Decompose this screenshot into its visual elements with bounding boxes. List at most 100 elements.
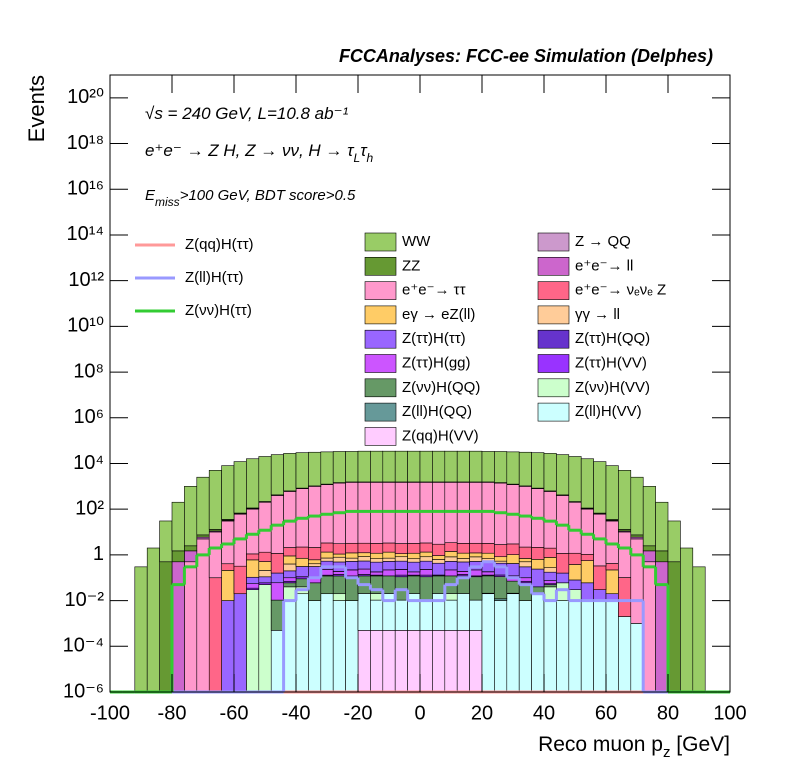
y-tick-label: 10² xyxy=(75,497,104,519)
histogram-bar xyxy=(357,630,371,693)
legend-label: WW xyxy=(402,233,431,250)
histogram-bar xyxy=(357,560,371,570)
histogram-bar xyxy=(258,584,272,693)
histogram-bar xyxy=(556,454,570,496)
histogram-bar xyxy=(419,630,433,693)
histogram-bar xyxy=(184,545,198,552)
histogram-bar xyxy=(432,555,446,560)
histogram-bar xyxy=(407,575,421,594)
legend-swatch xyxy=(537,256,570,276)
histogram-bar xyxy=(667,520,681,563)
histogram-bar xyxy=(469,630,483,693)
histogram-bar xyxy=(246,553,260,561)
histogram-bar xyxy=(432,450,446,483)
x-tick-label: 20 xyxy=(471,702,493,724)
histogram-bar xyxy=(618,577,632,617)
histogram-bar xyxy=(444,561,458,571)
histogram-bar xyxy=(394,553,408,558)
histogram-bar xyxy=(382,557,396,562)
histogram-bar xyxy=(680,547,694,693)
histogram-bar xyxy=(580,560,594,584)
annotation-part: e⁺e⁻ → Z H, Z → νν, H → τ xyxy=(145,141,355,160)
histogram-bar xyxy=(642,550,656,563)
histogram-bar xyxy=(469,450,483,483)
histogram-bar xyxy=(456,558,470,563)
histogram-bar xyxy=(221,465,235,520)
y-tick-label: 10⁻² xyxy=(65,589,105,611)
histogram-bar xyxy=(456,593,470,631)
histogram-bar xyxy=(221,600,235,693)
histogram-bar xyxy=(605,600,619,693)
histogram-bar xyxy=(308,547,322,561)
histogram-bar xyxy=(171,550,185,563)
histogram-bar xyxy=(332,571,346,575)
legend-swatch xyxy=(537,402,570,422)
histogram-bar xyxy=(642,486,656,547)
histogram-bar xyxy=(605,465,619,520)
legend-swatch xyxy=(364,305,397,325)
legend-label: Z(ττ)H(gg) xyxy=(402,354,471,371)
histogram-bar xyxy=(394,556,408,562)
histogram-bar xyxy=(531,568,545,588)
y-tick-label: 10⁴ xyxy=(73,452,104,474)
histogram-bar xyxy=(444,599,458,631)
histogram-bar xyxy=(382,542,396,553)
histogram-bar xyxy=(655,561,669,693)
histogram-bar xyxy=(370,630,384,693)
histogram-bar xyxy=(258,501,272,553)
histogram-bar xyxy=(469,576,483,601)
legend-label: Z(qq)H(VV) xyxy=(402,427,479,444)
histogram-bar xyxy=(283,453,297,492)
histogram-bar xyxy=(543,584,557,588)
histogram-bar xyxy=(208,470,222,530)
histogram-bar xyxy=(456,561,470,572)
histogram-bar xyxy=(332,553,346,558)
histogram-bar xyxy=(258,456,272,502)
histogram-bar xyxy=(568,552,582,565)
histogram-bar xyxy=(370,558,384,563)
histogram-bar xyxy=(196,538,210,693)
histogram-bar xyxy=(233,593,247,693)
histogram-bar xyxy=(419,542,433,553)
histogram-bar xyxy=(332,556,346,563)
histogram-bar xyxy=(481,593,495,693)
histogram-bar xyxy=(593,461,607,514)
histogram-bar xyxy=(580,600,594,693)
histogram-bar xyxy=(407,552,421,560)
legend-label: Z(qq)H(ττ) xyxy=(185,236,254,253)
histogram-bar xyxy=(469,552,483,558)
histogram-bar xyxy=(444,551,458,558)
x-tick-label: -60 xyxy=(220,702,249,724)
histogram-bar xyxy=(270,630,284,693)
histogram-bar xyxy=(394,450,408,483)
histogram-bar xyxy=(382,630,396,693)
histogram-bar xyxy=(394,599,408,631)
x-axis-label: Reco muon pz [GeV] xyxy=(538,733,730,762)
histogram-bar xyxy=(246,583,260,589)
histogram-bar xyxy=(394,560,408,570)
histogram-bar xyxy=(506,563,520,577)
histogram-bar xyxy=(543,580,557,584)
histogram-bar xyxy=(618,531,632,578)
histogram-bar xyxy=(370,543,384,554)
histogram-bar xyxy=(432,543,446,556)
histogram-bar xyxy=(246,458,260,509)
histogram-bar xyxy=(605,520,619,564)
histogram-bar xyxy=(258,570,272,578)
histogram-bar xyxy=(146,547,160,693)
histogram-bar xyxy=(456,543,470,554)
legend-label: Z(ττ)H(ττ) xyxy=(402,330,466,347)
histogram-bar xyxy=(283,555,297,565)
legend-swatch xyxy=(364,256,397,276)
histogram-bar xyxy=(320,451,334,485)
histogram-bar xyxy=(518,558,532,563)
histogram-bar xyxy=(357,450,371,483)
histogram-bar xyxy=(506,593,520,693)
legend-swatch xyxy=(537,281,570,300)
histogram-bar xyxy=(593,600,607,693)
y-tick-label: 10²⁰ xyxy=(67,86,104,108)
histogram-bar xyxy=(444,630,458,693)
annotation-part: E xyxy=(145,187,156,204)
histogram-bar xyxy=(494,560,508,564)
